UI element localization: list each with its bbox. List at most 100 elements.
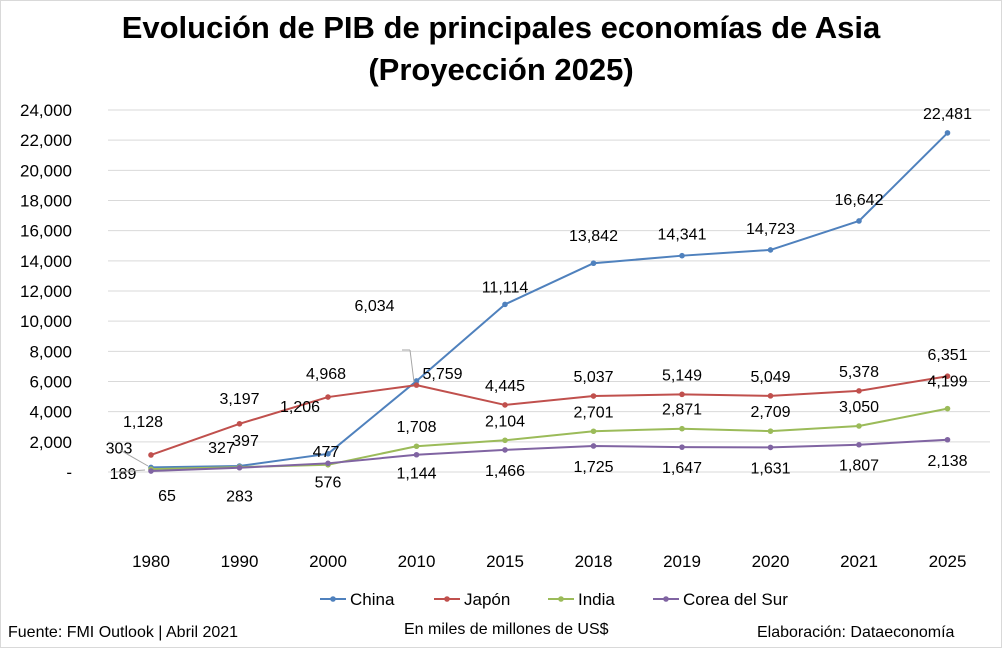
data-label: 2,871 <box>662 402 702 419</box>
legend-label-1: Japón <box>464 590 510 609</box>
x-tick-label: 2010 <box>398 552 436 571</box>
data-point <box>767 428 774 434</box>
y-tick-label: 10,000 <box>20 312 72 331</box>
data-point <box>944 436 951 443</box>
legend-marker-1 <box>444 596 450 602</box>
data-label: 2,138 <box>927 453 967 470</box>
data-label: 2,104 <box>485 413 525 430</box>
data-point <box>856 388 862 394</box>
y-tick-label: 4,000 <box>29 403 72 422</box>
data-label: 327 <box>208 440 235 457</box>
leader-line <box>409 349 415 383</box>
data-point <box>325 394 331 400</box>
data-label: 6,351 <box>927 347 967 364</box>
data-label: 189 <box>110 466 137 483</box>
data-point <box>590 393 597 399</box>
data-point <box>413 451 420 458</box>
series-line-0 <box>150 132 949 469</box>
data-point <box>856 423 862 429</box>
data-label: 477 <box>313 444 340 461</box>
units-note: En miles de millones de US$ <box>404 621 609 638</box>
data-label: 65 <box>158 488 176 505</box>
x-tick-label: 1990 <box>221 552 259 571</box>
data-point <box>590 428 597 435</box>
data-point <box>325 460 331 467</box>
x-tick-label: 1980 <box>132 552 170 571</box>
source-note: Fuente: FMI Outlook | Abril 2021 <box>8 624 239 641</box>
data-label: 4,445 <box>485 378 525 395</box>
data-point <box>590 443 597 449</box>
y-tick-label: 8,000 <box>29 342 72 361</box>
y-tick-label: 2,000 <box>29 433 72 452</box>
leader-line <box>119 449 149 467</box>
data-label: 1,647 <box>662 460 702 477</box>
data-label: 3,050 <box>839 399 879 416</box>
data-label: 14,341 <box>658 227 707 244</box>
x-tick-label: 2000 <box>309 552 347 571</box>
data-label: 6,034 <box>354 298 394 315</box>
data-label: 1,128 <box>123 414 163 431</box>
chart-title-line1: Evolución de PIB de principales economía… <box>121 10 881 45</box>
data-label: 2,701 <box>573 404 613 421</box>
data-point <box>679 252 685 259</box>
data-label: 4,968 <box>306 366 346 383</box>
data-point <box>148 452 154 458</box>
data-label: 1,466 <box>485 463 525 480</box>
data-label: 397 <box>232 433 259 450</box>
data-point <box>502 437 508 444</box>
y-tick-label: 20,000 <box>20 161 72 180</box>
legend-label-3: Corea del Sur <box>683 590 788 609</box>
data-point <box>767 393 774 399</box>
data-label: 2,709 <box>750 404 790 421</box>
data-label: 1,144 <box>396 466 436 483</box>
data-point <box>944 405 951 412</box>
data-point <box>413 378 420 384</box>
x-tick-label: 2021 <box>840 552 878 571</box>
data-point <box>502 447 508 453</box>
data-point <box>944 373 951 380</box>
x-tick-label: 2018 <box>575 552 613 571</box>
y-tick-label: 18,000 <box>20 192 72 211</box>
y-tick-label: 14,000 <box>20 252 72 271</box>
data-point <box>767 247 774 253</box>
data-label: 3,197 <box>219 391 259 408</box>
series-line-3 <box>150 438 948 473</box>
x-tick-label: 2015 <box>486 552 524 571</box>
x-tick-label: 2020 <box>752 552 790 571</box>
y-tick-label: 22,000 <box>20 131 72 150</box>
data-point <box>679 425 685 432</box>
data-point <box>767 444 774 451</box>
data-label: 576 <box>315 474 342 491</box>
data-label: 11,114 <box>482 279 529 296</box>
leader-line <box>115 469 146 473</box>
data-point <box>325 451 331 457</box>
x-tick-label: 2019 <box>663 552 701 571</box>
y-tick-label: 24,000 <box>20 101 72 120</box>
data-point <box>944 130 951 136</box>
data-point <box>502 402 508 408</box>
y-tick-label: 16,000 <box>20 222 72 241</box>
data-point <box>236 464 243 471</box>
data-point <box>590 260 597 267</box>
data-label: 1,206 <box>280 399 320 416</box>
data-point <box>856 218 862 224</box>
data-point <box>413 443 420 450</box>
y-tick-label: 12,000 <box>20 282 72 301</box>
credit-note: Elaboración: Dataeconomía <box>757 624 955 641</box>
series-line-2 <box>150 407 948 471</box>
y-tick-label: 6,000 <box>29 373 72 392</box>
series-line-1 <box>150 375 948 456</box>
legend-label-2: India <box>578 590 615 609</box>
data-label: 283 <box>226 489 253 506</box>
x-tick-label: 2025 <box>929 552 967 571</box>
data-label: 5,149 <box>662 367 702 384</box>
data-point <box>679 444 685 450</box>
data-point <box>148 468 154 474</box>
data-label: 22,481 <box>923 106 972 123</box>
data-label: 1,708 <box>396 419 436 436</box>
data-point <box>236 420 243 427</box>
data-label: 14,723 <box>746 221 795 238</box>
y-tick-label: - <box>66 463 72 482</box>
data-label: 5,049 <box>750 369 790 386</box>
data-label: 1,807 <box>839 458 879 475</box>
